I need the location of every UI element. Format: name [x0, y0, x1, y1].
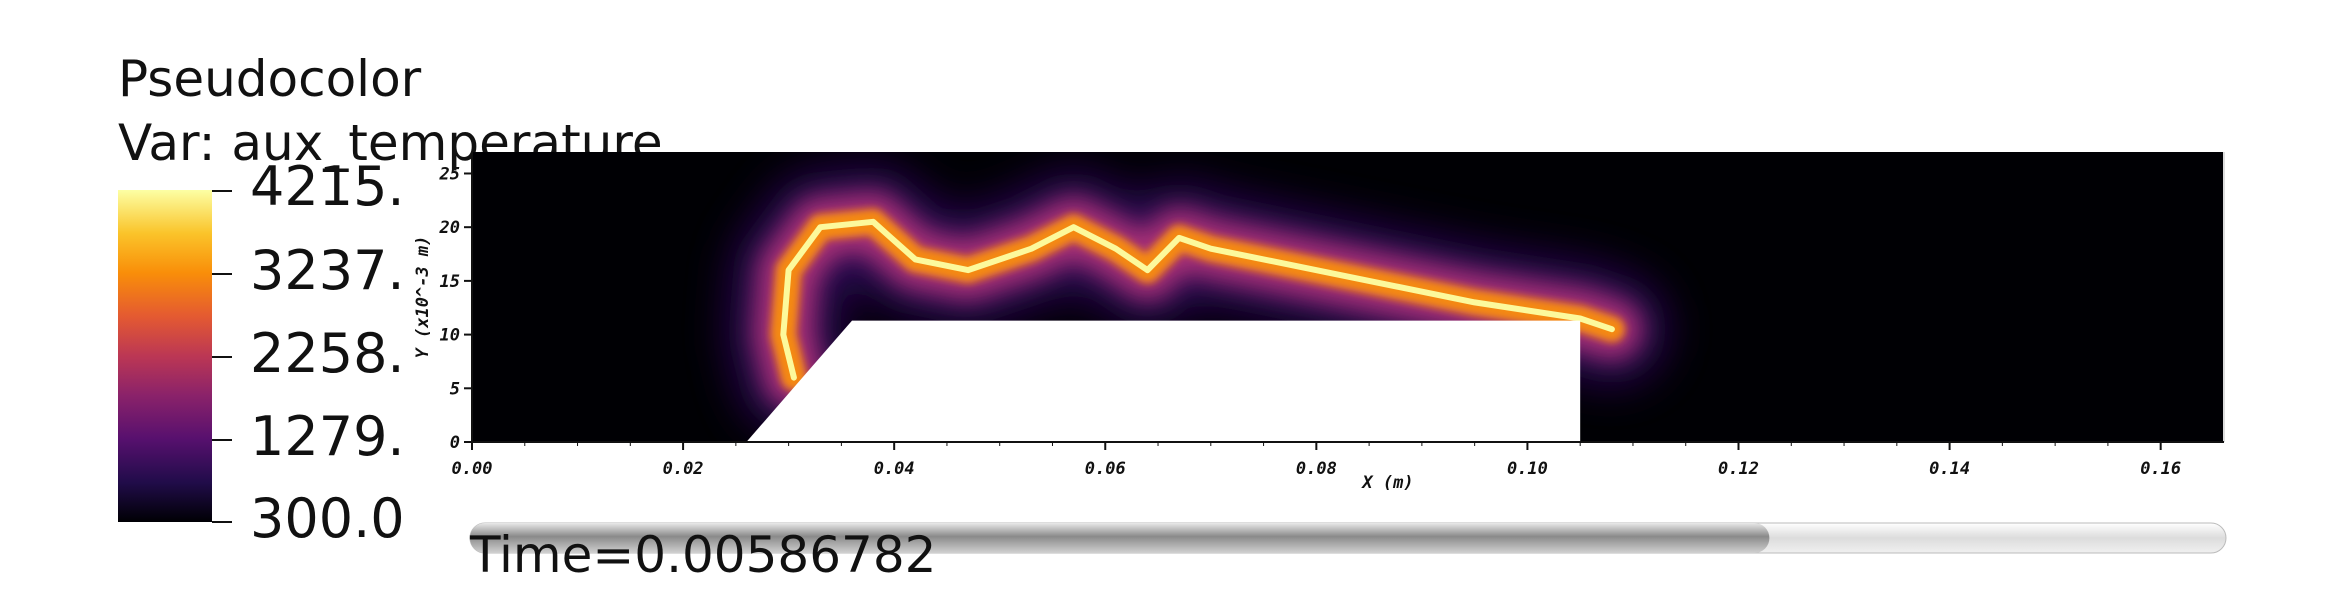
y-axis-label: Y (x10^-3 m) [413, 236, 433, 359]
y-tick-label: 5 [450, 379, 460, 399]
temperature-field [728, 166, 1667, 433]
colorbar-tick [212, 273, 232, 275]
colorbar-tick [212, 521, 232, 523]
colorbar [118, 190, 212, 522]
colorbar-label: 4215. [250, 155, 405, 218]
obstacle-shape [746, 320, 1581, 442]
colorbar-tick [212, 356, 232, 358]
x-tick-label: 0.08 [1296, 459, 1337, 479]
x-tick-label: 0.16 [2140, 459, 2181, 479]
x-tick-label: 0.10 [1507, 459, 1548, 479]
y-tick-label: 25 [439, 164, 460, 184]
axes: 0.00 0.02 0.04 0.06 0.08 0.10 0.12 0.14 0.16 0 5 10… [413, 152, 2224, 493]
y-tick-label: 15 [440, 272, 460, 292]
x-tick-label: 0.00 [452, 459, 493, 479]
colorbar-tick [212, 190, 232, 192]
colorbar-label: 1279. [250, 405, 405, 468]
flame-front-line [780, 218, 1615, 381]
colorbar-label: 3237. [250, 239, 405, 302]
x-tick-label: 0.04 [874, 459, 915, 479]
x-tick-label: 0.14 [1929, 459, 1970, 479]
colorbar-label: 2258. [250, 322, 405, 385]
x-tick-label: 0.02 [663, 459, 704, 479]
y-tick-label: 20 [439, 218, 460, 238]
time-slider [469, 522, 2227, 554]
y-tick-label: 0 [450, 433, 460, 453]
x-tick-label: 0.06 [1085, 459, 1126, 479]
x-axis-label: X (m) [1360, 473, 1413, 493]
colorbar-label: 300.0 [250, 487, 405, 550]
time-slider-fill [470, 523, 1770, 553]
time-label: Time=0.00586782 [470, 526, 937, 584]
plot-type-title: Pseudocolor [118, 50, 422, 108]
x-tick-label: 0.12 [1718, 459, 1759, 479]
colorbar-tick [212, 439, 232, 441]
y-tick-label: 10 [440, 326, 460, 346]
